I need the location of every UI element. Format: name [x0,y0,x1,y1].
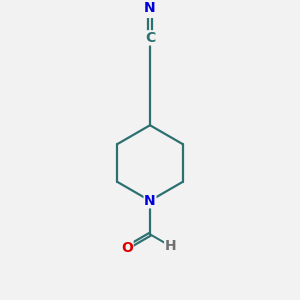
Text: N: N [144,1,156,15]
Text: O: O [121,241,133,255]
Text: H: H [165,239,176,253]
Text: C: C [145,31,155,45]
Text: N: N [144,194,156,208]
